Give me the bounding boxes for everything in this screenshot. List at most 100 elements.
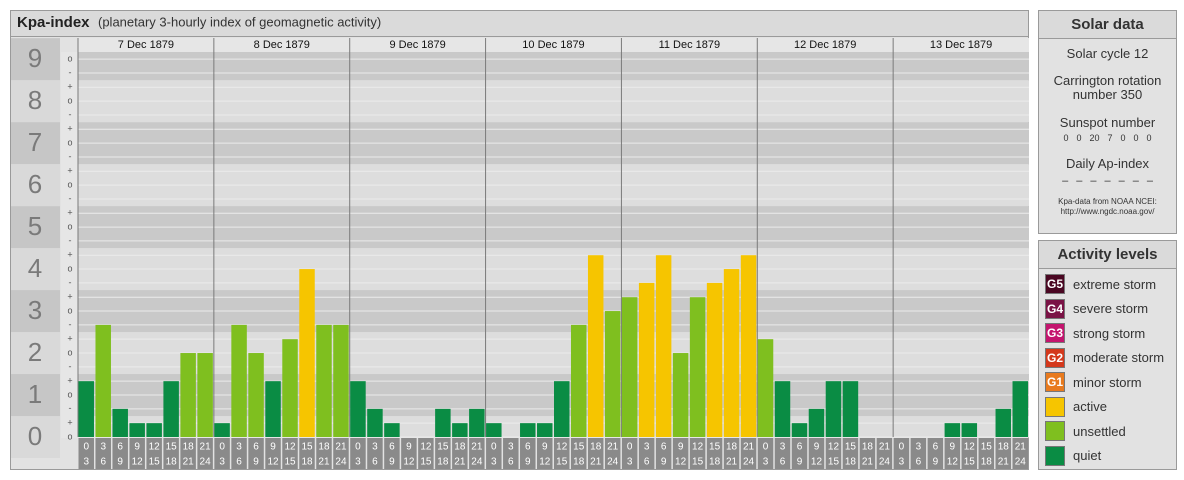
hour-label: 12 xyxy=(267,457,279,468)
hour-label: 21 xyxy=(998,457,1010,468)
solar-cycle: Solar cycle 12 xyxy=(1066,46,1149,61)
date-label: 10 Dec 1879 xyxy=(522,39,584,51)
sunspot-number: 0 xyxy=(1133,133,1139,143)
plot: 0123456789o+-o+-o+-o+-o+-o+-o+-o+-o+-o7 … xyxy=(11,38,1029,469)
grid-band xyxy=(78,416,1029,437)
chart-title: Kpa-index xyxy=(17,14,90,31)
ap-value: – xyxy=(1076,175,1083,187)
hour-label: 15 xyxy=(556,457,568,468)
hour-label: 15 xyxy=(692,457,704,468)
minor-tick-label: o xyxy=(67,137,72,147)
title-bar xyxy=(11,11,1028,36)
level-swatch: G3 xyxy=(1045,323,1065,343)
ap-value: – xyxy=(1104,175,1111,187)
minor-tick-label: o xyxy=(67,431,72,441)
level-name: quiet xyxy=(1073,448,1102,463)
sunspot-label: Sunspot number xyxy=(1059,115,1156,130)
hour-box xyxy=(706,438,723,469)
hour-box xyxy=(978,438,995,469)
hour-box xyxy=(859,438,876,469)
y-tick-label: 0 xyxy=(28,421,42,451)
kp-bar xyxy=(842,381,859,437)
level-item: unsettled xyxy=(1045,421,1126,441)
level-code: G4 xyxy=(1046,301,1063,316)
hour-label: 21 xyxy=(879,442,891,453)
kp-bar xyxy=(808,408,825,437)
ap-value: – xyxy=(1146,175,1153,187)
y-tick-label: 1 xyxy=(28,379,42,409)
hour-label: 18 xyxy=(318,442,330,453)
kp-bar xyxy=(757,339,774,437)
minor-tick-label: - xyxy=(69,109,72,119)
hour-box xyxy=(418,438,434,469)
ap-value: – xyxy=(1062,175,1069,187)
hour-box xyxy=(621,438,638,469)
hour-label: 3 xyxy=(372,442,378,453)
grid-band xyxy=(78,52,1029,81)
level-name: severe storm xyxy=(1073,301,1149,316)
level-name: active xyxy=(1073,399,1107,414)
minor-tick-label: o xyxy=(67,95,72,105)
hour-label: 6 xyxy=(916,457,922,468)
sunspot-number: 0 xyxy=(1076,133,1082,143)
hour-label: 3 xyxy=(763,457,769,468)
minor-tick-label: o xyxy=(67,389,72,399)
kp-bar xyxy=(180,353,196,437)
hour-label: 9 xyxy=(797,457,803,468)
hour-label: 15 xyxy=(437,442,449,453)
level-item: quiet xyxy=(1045,445,1102,466)
level-code: G1 xyxy=(1046,375,1063,389)
kp-bar xyxy=(469,408,485,437)
hour-label: 9 xyxy=(525,457,531,468)
solar-data-panel: Solar data Solar cycle 12 Carrington rot… xyxy=(1038,10,1177,234)
hour-box xyxy=(452,438,468,469)
y-label-band xyxy=(11,290,60,333)
sunspot-number: 0 xyxy=(1146,133,1152,143)
hour-label: 3 xyxy=(780,442,786,453)
kp-bar xyxy=(367,408,383,437)
hour-box xyxy=(570,438,587,469)
hour-label: 9 xyxy=(253,457,259,468)
y-tick-label: 9 xyxy=(28,43,42,73)
level-item: G3 strong storm xyxy=(1045,323,1145,343)
hour-box xyxy=(638,438,655,469)
hour-box xyxy=(214,438,230,469)
hour-box xyxy=(78,438,94,469)
hour-label: 18 xyxy=(726,442,738,453)
hour-label: 12 xyxy=(947,457,959,468)
hour-label: 6 xyxy=(780,457,786,468)
kp-bar xyxy=(604,311,621,437)
hour-box xyxy=(333,438,349,469)
minor-tick-label: - xyxy=(69,361,72,371)
kp-bar xyxy=(995,408,1012,437)
hour-label: 6 xyxy=(525,442,531,453)
hour-box xyxy=(265,438,281,469)
kp-bar xyxy=(1012,381,1028,437)
date-header-row xyxy=(78,38,1029,52)
kp-bar xyxy=(740,255,757,437)
kp-bar xyxy=(129,423,145,437)
hour-box xyxy=(910,438,927,469)
hour-label: 9 xyxy=(814,442,820,453)
hour-label: 12 xyxy=(675,457,687,468)
ap-value: – xyxy=(1118,175,1125,187)
hour-label: 15 xyxy=(149,457,161,468)
hour-box xyxy=(927,438,944,469)
level-swatch xyxy=(1045,445,1065,466)
hour-label: 18 xyxy=(981,457,993,468)
hour-label: 3 xyxy=(355,457,361,468)
kp-bar xyxy=(825,381,842,437)
level-item: G4 severe storm xyxy=(1045,298,1149,319)
kp-bar xyxy=(146,423,162,437)
hour-box xyxy=(791,438,808,469)
hour-box xyxy=(129,438,145,469)
minor-tick-label: o xyxy=(67,179,72,189)
hour-box xyxy=(672,438,689,469)
hour-label: 21 xyxy=(183,457,195,468)
hour-label: 0 xyxy=(83,442,89,453)
level-name: extreme storm xyxy=(1073,276,1157,292)
y-label-band xyxy=(11,416,60,458)
minor-tick-label: o xyxy=(67,305,72,315)
date-label: 11 Dec 1879 xyxy=(659,39,721,51)
level-item: G2 moderate storm xyxy=(1045,347,1164,368)
